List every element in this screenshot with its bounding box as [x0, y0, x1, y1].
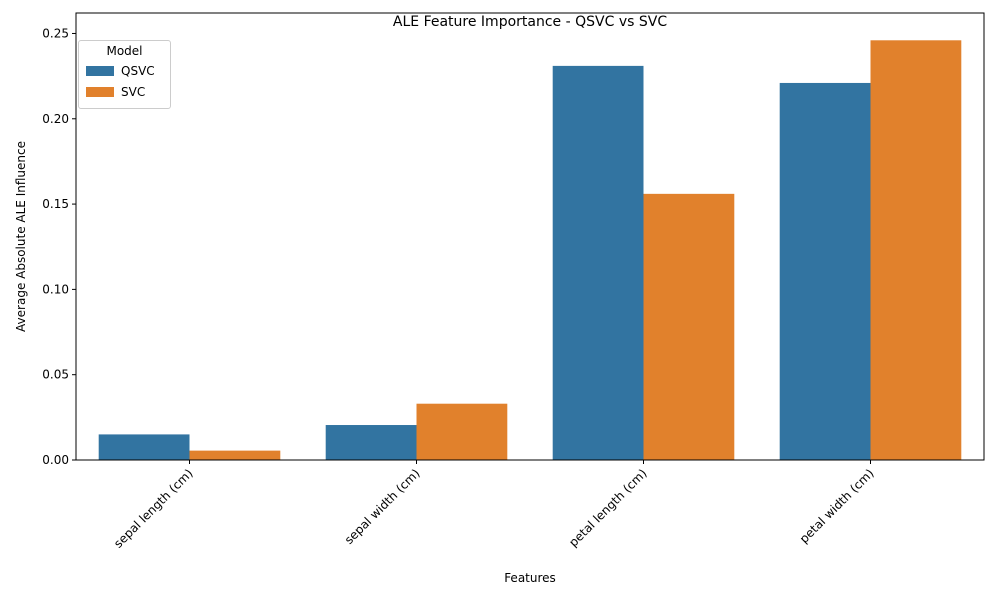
y-axis-label: Average Absolute ALE Influence: [14, 141, 28, 332]
bar-qsvc-2: [552, 65, 644, 460]
bar-svc-2: [643, 193, 735, 460]
y-axis: 0.00 0.05 0.10 0.15 0.20 0.25: [42, 26, 76, 467]
legend-item-svc: SVC: [86, 84, 145, 100]
y-tick-label: 0.05: [42, 368, 69, 382]
y-tick-label: 0.00: [42, 453, 69, 467]
bar-svc-3: [870, 40, 962, 461]
legend-title: Model: [106, 44, 143, 58]
legend-swatch-qsvc: [86, 66, 114, 76]
legend-label-svc: SVC: [121, 85, 146, 99]
plot-frame: [75, 12, 985, 461]
x-axis-label: Features: [504, 571, 556, 585]
x-tick-label: sepal width (cm): [342, 466, 423, 547]
chart-title: ALE Feature Importance - QSVC vs SVC: [393, 14, 667, 30]
x-axis: sepal length (cm) sepal width (cm) petal l…: [111, 460, 877, 551]
legend: Model QSVC SVC: [78, 40, 171, 109]
y-tick-label: 0.25: [42, 26, 69, 40]
x-tick-label: petal length (cm): [566, 466, 649, 549]
legend-item-qsvc: QSVC: [86, 63, 155, 79]
bar-qsvc-0: [98, 434, 190, 460]
y-tick-label: 0.15: [42, 197, 69, 211]
legend-swatch-svc: [86, 87, 114, 97]
bar-svc-1: [416, 403, 508, 460]
y-tick-label: 0.10: [42, 282, 69, 296]
x-tick-label: sepal length (cm): [111, 466, 195, 550]
bar-qsvc-3: [779, 82, 871, 460]
bar-qsvc-1: [325, 425, 417, 460]
y-tick-label: 0.20: [42, 112, 69, 126]
x-tick-label: petal width (cm): [797, 466, 877, 546]
legend-label-qsvc: QSVC: [121, 64, 155, 78]
bar-group: [98, 40, 962, 461]
bar-svc-0: [189, 450, 281, 460]
